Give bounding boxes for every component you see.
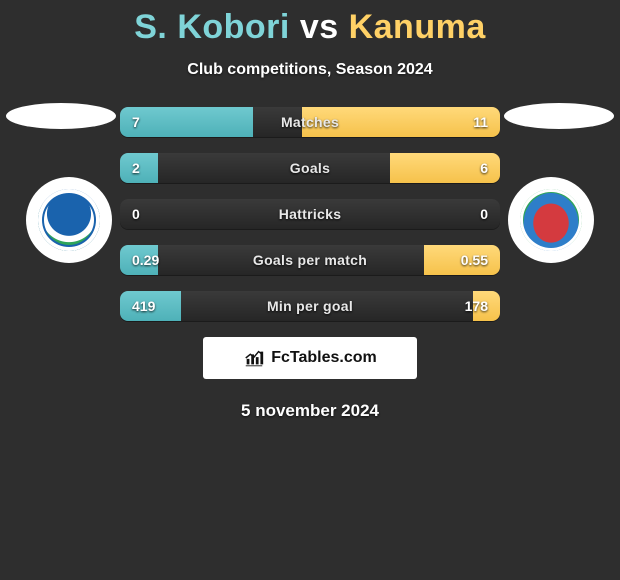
stat-label: Matches: [120, 107, 500, 137]
stat-label: Hattricks: [120, 199, 500, 229]
stat-row: 26Goals: [120, 153, 500, 183]
stat-rows: 711Matches 26Goals 00Hattricks 0.290.55Goal…: [120, 107, 500, 321]
stat-label: Goals: [120, 153, 500, 183]
player1-club-crest: [26, 177, 112, 263]
stat-label: Goals per match: [120, 245, 500, 275]
player1-name: S. Kobori: [134, 8, 290, 46]
stat-row: 0.290.55Goals per match: [120, 245, 500, 275]
stat-row: 419178Min per goal: [120, 291, 500, 321]
club-crest-icon: [520, 189, 582, 251]
comparison-stage: 711Matches 26Goals 00Hattricks 0.290.55Goal…: [0, 107, 620, 321]
date-text: 5 november 2024: [0, 401, 620, 421]
player2-name-plate: [504, 103, 614, 129]
chart-icon: [243, 347, 265, 369]
vs-text: vs: [300, 8, 339, 46]
subtitle: Club competitions, Season 2024: [0, 61, 620, 79]
player2-club-crest: [508, 177, 594, 263]
stat-row: 711Matches: [120, 107, 500, 137]
player2-name: Kanuma: [349, 8, 486, 46]
stat-label: Min per goal: [120, 291, 500, 321]
club-crest-icon: [38, 189, 100, 251]
brand-text: FcTables.com: [271, 349, 377, 367]
brand-badge: FcTables.com: [203, 337, 417, 379]
comparison-title: S. Kobori vs Kanuma: [0, 0, 620, 47]
player1-name-plate: [6, 103, 116, 129]
stat-row: 00Hattricks: [120, 199, 500, 229]
